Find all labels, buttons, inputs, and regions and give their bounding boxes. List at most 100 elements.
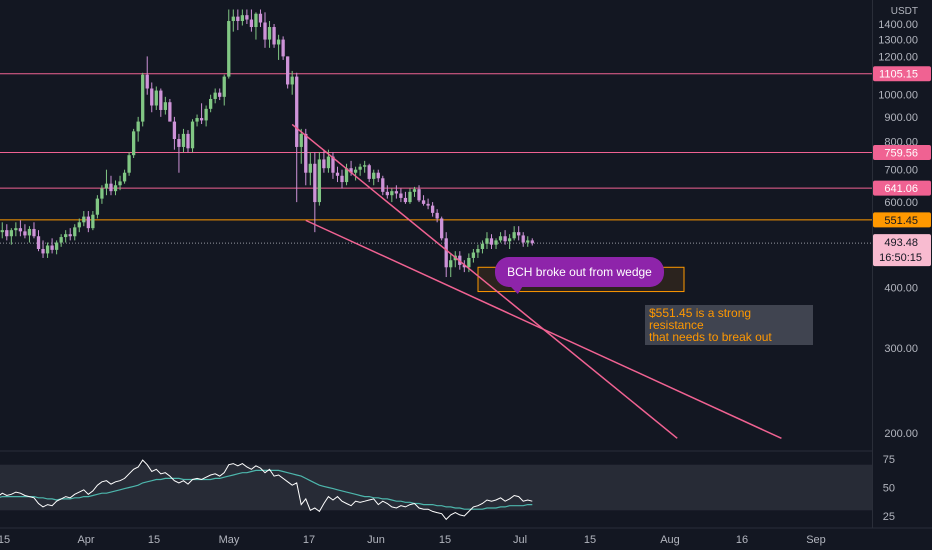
candle-body	[494, 240, 498, 245]
candle-body	[122, 172, 127, 182]
candle-body	[163, 102, 167, 110]
price-tick-label: 700.00	[884, 165, 918, 177]
candle-body	[471, 252, 476, 258]
price-tick-label: 1400.00	[878, 19, 918, 31]
resistance-note[interactable]: $551.45 is a strong resistance that need…	[645, 305, 813, 345]
candle-body	[530, 240, 534, 244]
wedge-lines	[291, 123, 782, 440]
candle-body	[462, 264, 466, 268]
candle-body	[186, 133, 190, 149]
time-tick-label: Apr	[77, 534, 94, 546]
rsi-band-fill	[0, 464, 872, 511]
candle-body	[104, 183, 109, 189]
price-tick-label: 1300.00	[878, 35, 918, 47]
candle-body	[276, 39, 281, 45]
candle-body	[195, 118, 199, 122]
candle-body	[376, 172, 380, 179]
candle-body	[390, 191, 394, 196]
candle-body	[254, 13, 258, 28]
candle-body	[41, 248, 45, 254]
candle-body	[394, 191, 399, 194]
candle-body	[335, 172, 340, 176]
candle-body	[231, 16, 235, 22]
candle-body	[9, 230, 13, 237]
candle-body	[449, 260, 453, 268]
candle-body	[141, 74, 145, 122]
price-tick-label: 1200.00	[878, 51, 918, 63]
key-level-tag-bg	[873, 212, 931, 228]
candle-body	[358, 166, 362, 170]
candle-body	[204, 108, 208, 121]
candle-body	[109, 183, 113, 192]
candle-body	[100, 188, 104, 199]
candle-body	[281, 39, 285, 57]
candle-body	[403, 197, 408, 203]
candle-body	[417, 189, 421, 201]
time-tick-label: Jun	[367, 534, 385, 546]
candle-body	[240, 15, 245, 22]
candle-body	[344, 168, 349, 183]
candle-body	[208, 98, 213, 109]
candle-body	[82, 216, 86, 223]
candle-body	[36, 236, 41, 249]
time-tick-label: 15	[148, 534, 160, 546]
candle-body	[59, 237, 63, 243]
candle-body	[421, 200, 426, 204]
candle-body	[95, 198, 100, 215]
candle-body	[5, 230, 9, 237]
candle-body	[213, 92, 217, 99]
time-tick-label: 17	[303, 534, 315, 546]
rsi-line	[0, 459, 533, 521]
candle-body	[476, 248, 480, 253]
candle-body	[218, 92, 222, 97]
level-tag-text: 641.06	[884, 183, 918, 195]
candle-body	[363, 165, 367, 167]
candle-body	[313, 163, 317, 203]
candle-body	[222, 76, 226, 97]
candle-body	[54, 242, 59, 250]
candle-body	[73, 227, 77, 237]
candle-body	[136, 121, 140, 132]
level-tag-text: 759.56	[884, 148, 918, 160]
candle-body	[249, 19, 254, 28]
candle-body	[399, 193, 403, 198]
time-tick-label: Jul	[513, 534, 527, 546]
time-tick-label: 15	[0, 534, 10, 546]
candle-body	[489, 238, 494, 245]
level-tag-bg	[873, 145, 931, 161]
candle-body	[159, 90, 163, 110]
candle-body	[263, 22, 267, 40]
candle-body	[267, 27, 272, 40]
candle-body	[521, 235, 525, 243]
candle-body	[290, 76, 294, 85]
candle-body	[435, 212, 439, 219]
time-tick-label: May	[219, 534, 240, 546]
candle-body	[181, 133, 186, 147]
time-axis: 15 Apr 15 May 17 Jun 15 Jul 15 Aug 16 Sep	[0, 527, 932, 546]
time-tick-label: 15	[584, 534, 596, 546]
candle-body	[0, 230, 4, 233]
last-price-tag-bg	[873, 234, 931, 267]
time-tick-label: 15	[439, 534, 451, 546]
candle-body	[118, 181, 122, 186]
currency-label: USDT	[890, 6, 918, 17]
candle-body	[199, 118, 204, 121]
candle-body	[91, 214, 95, 229]
candle-body	[236, 16, 240, 22]
horizontal-levels	[0, 73, 872, 244]
candle-body	[295, 76, 299, 147]
candle-body	[467, 257, 471, 268]
level-tag-bg	[873, 180, 931, 196]
candle-body	[317, 159, 322, 203]
rsi-band	[0, 464, 872, 511]
wedge-callout[interactable]: BCH broke out from wedge	[495, 257, 664, 287]
candle-body	[245, 15, 249, 20]
time-tick-label: Sep	[806, 534, 826, 546]
candle-body	[517, 232, 521, 236]
rsi-tick-label: 50	[883, 483, 895, 495]
candle-body	[426, 203, 430, 206]
price-tags: 1105.15 759.56 641.06 551.45 493.48 16:50:15	[873, 66, 931, 267]
candle-body	[349, 168, 353, 173]
candle-body	[154, 90, 158, 106]
